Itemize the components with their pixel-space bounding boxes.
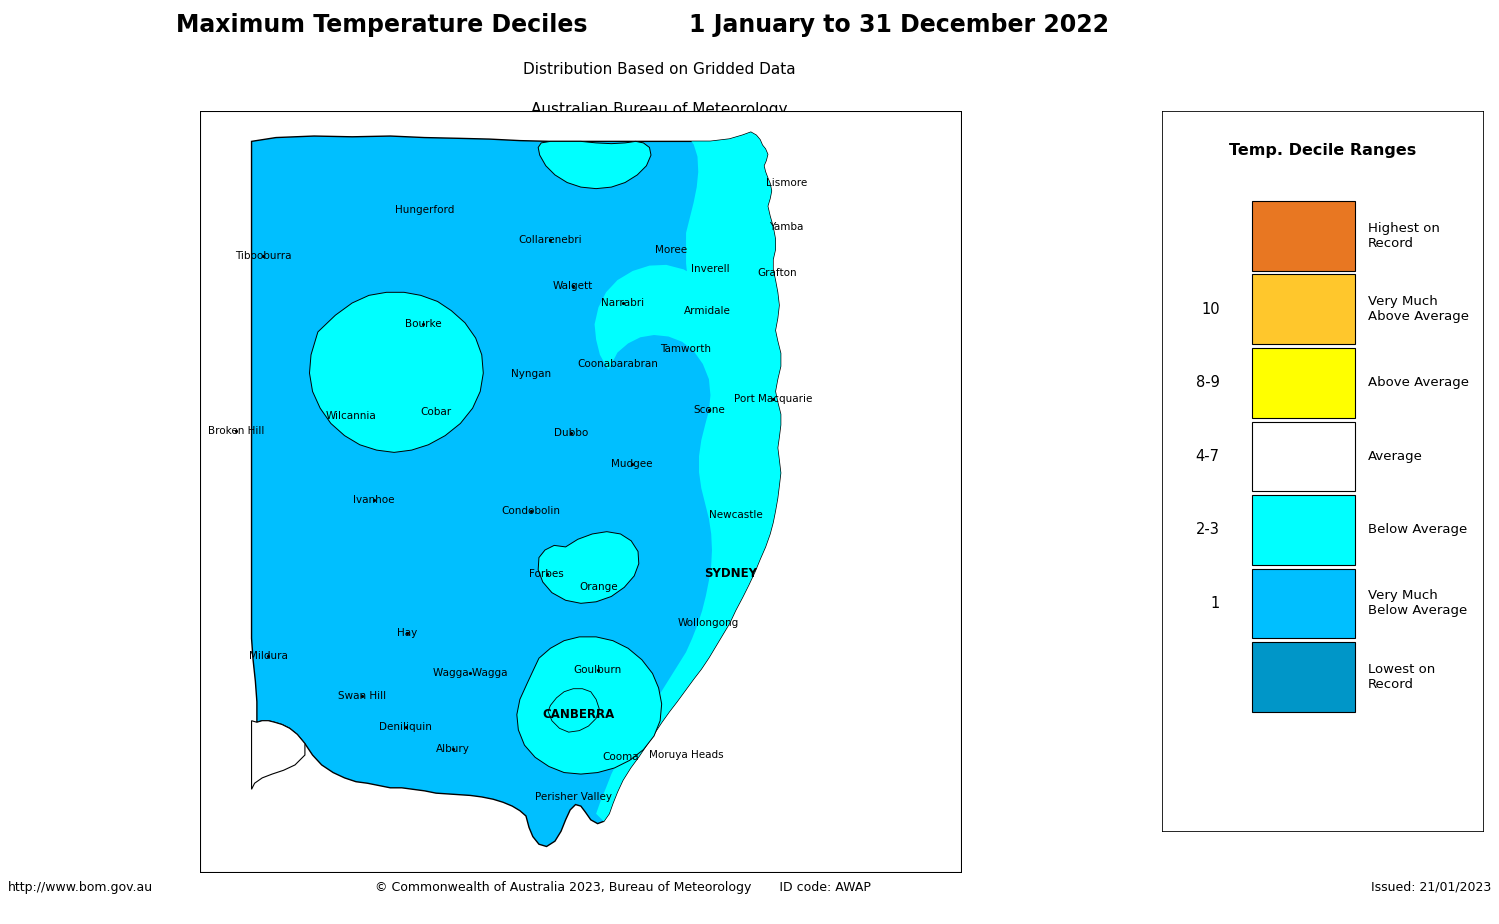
- Text: Bourke: Bourke: [405, 320, 441, 329]
- Polygon shape: [595, 132, 781, 821]
- Text: Very Much
Above Average: Very Much Above Average: [1369, 296, 1469, 323]
- Text: Newcastle: Newcastle: [709, 510, 763, 520]
- Text: Cobar: Cobar: [420, 407, 451, 417]
- Text: 4-7: 4-7: [1196, 449, 1220, 464]
- Text: 1 January to 31 December 2022: 1 January to 31 December 2022: [690, 13, 1109, 37]
- Text: Hungerford: Hungerford: [394, 205, 454, 215]
- Text: Goulburn: Goulburn: [574, 664, 622, 675]
- Text: CANBERRA: CANBERRA: [543, 708, 615, 721]
- Text: Temp. Decile Ranges: Temp. Decile Ranges: [1229, 143, 1417, 158]
- Polygon shape: [252, 132, 781, 846]
- Text: Collarenebri: Collarenebri: [519, 236, 582, 246]
- Text: Orange: Orange: [579, 582, 618, 592]
- Text: Tibooburra: Tibooburra: [235, 250, 291, 261]
- Text: Swan Hill: Swan Hill: [337, 691, 387, 701]
- Text: Mildura: Mildura: [249, 650, 288, 661]
- Text: Lismore: Lismore: [766, 178, 808, 188]
- Polygon shape: [252, 721, 304, 789]
- Text: Distribution Based on Gridded Data: Distribution Based on Gridded Data: [523, 62, 796, 77]
- Text: Mudgee: Mudgee: [612, 459, 652, 468]
- Text: Ivanhoe: Ivanhoe: [352, 494, 394, 505]
- Text: Inverell: Inverell: [691, 263, 730, 274]
- Text: Tamworth: Tamworth: [661, 344, 712, 354]
- Polygon shape: [517, 637, 661, 774]
- Text: Average: Average: [1369, 450, 1423, 463]
- Text: Albury: Albury: [436, 744, 469, 754]
- Bar: [1252, 421, 1355, 492]
- Text: Walgett: Walgett: [553, 281, 594, 291]
- Text: Below Average: Below Average: [1369, 524, 1468, 537]
- Text: Scone: Scone: [693, 406, 726, 416]
- Text: © Commonwealth of Australia 2023, Bureau of Meteorology       ID code: AWAP: © Commonwealth of Australia 2023, Bureau…: [375, 881, 871, 894]
- Polygon shape: [538, 531, 639, 603]
- Text: Nyngan: Nyngan: [511, 369, 552, 379]
- Text: Coonabarabran: Coonabarabran: [577, 359, 658, 369]
- Text: Cooma: Cooma: [603, 752, 639, 762]
- Bar: [1252, 274, 1355, 345]
- Text: Moruya Heads: Moruya Heads: [649, 750, 724, 760]
- Text: 8-9: 8-9: [1196, 375, 1220, 391]
- Text: Condobolin: Condobolin: [502, 506, 561, 517]
- Text: Hay: Hay: [397, 628, 417, 638]
- Text: Moree: Moree: [655, 245, 687, 255]
- Bar: [1252, 495, 1355, 565]
- Text: Perisher Valley: Perisher Valley: [535, 792, 612, 802]
- Text: Maximum Temperature Deciles: Maximum Temperature Deciles: [177, 13, 588, 37]
- Bar: [1252, 348, 1355, 418]
- Text: Highest on
Record: Highest on Record: [1369, 222, 1441, 249]
- Text: Very Much
Below Average: Very Much Below Average: [1369, 590, 1468, 617]
- Polygon shape: [309, 292, 483, 453]
- Text: Grafton: Grafton: [757, 268, 797, 278]
- Text: Wilcannia: Wilcannia: [325, 411, 376, 420]
- Text: SYDNEY: SYDNEY: [705, 567, 757, 580]
- Polygon shape: [538, 141, 651, 188]
- Text: Wollongong: Wollongong: [678, 618, 739, 628]
- Bar: [1252, 642, 1355, 712]
- Text: Yamba: Yamba: [769, 222, 803, 232]
- Text: Wagga Wagga: Wagga Wagga: [433, 668, 508, 677]
- Text: Above Average: Above Average: [1369, 376, 1469, 389]
- Text: Lowest on
Record: Lowest on Record: [1369, 663, 1435, 691]
- Text: http://www.bom.gov.au: http://www.bom.gov.au: [7, 881, 153, 894]
- Text: Port Macquarie: Port Macquarie: [735, 394, 812, 404]
- Bar: [1252, 201, 1355, 271]
- Text: Armidale: Armidale: [684, 306, 732, 316]
- Text: Dubbo: Dubbo: [553, 428, 588, 438]
- Text: Narrabri: Narrabri: [601, 298, 645, 308]
- Text: Forbes: Forbes: [529, 568, 564, 578]
- Text: Australian Bureau of Meteorology: Australian Bureau of Meteorology: [531, 102, 788, 117]
- Text: Issued: 21/01/2023: Issued: 21/01/2023: [1372, 881, 1492, 894]
- Text: Broken Hill: Broken Hill: [208, 426, 264, 436]
- Bar: [1252, 568, 1355, 638]
- Text: 2-3: 2-3: [1196, 522, 1220, 538]
- Text: 1: 1: [1211, 596, 1220, 611]
- Polygon shape: [549, 688, 600, 732]
- Text: Deniliquin: Deniliquin: [379, 722, 432, 732]
- Text: 10: 10: [1201, 302, 1220, 317]
